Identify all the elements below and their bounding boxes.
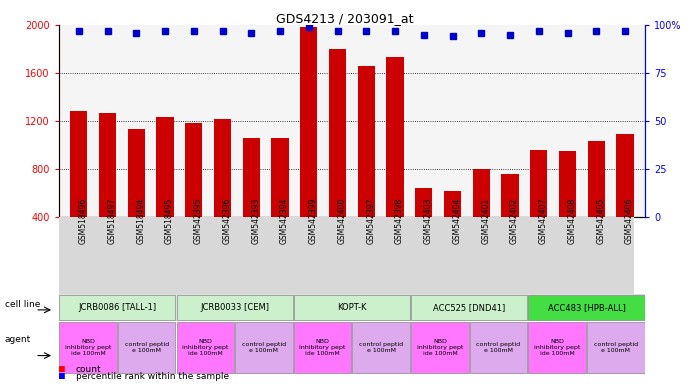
Bar — [300, 27, 317, 265]
Bar — [357, 66, 375, 265]
Bar — [616, 134, 633, 265]
Bar — [529, 322, 586, 373]
Bar — [588, 141, 605, 265]
Text: GSM518495: GSM518495 — [165, 198, 174, 244]
Text: GSM542406: GSM542406 — [625, 198, 634, 244]
Text: GSM542399: GSM542399 — [309, 198, 318, 244]
Text: GSM542405: GSM542405 — [596, 198, 605, 244]
Text: GSM518494: GSM518494 — [137, 198, 146, 244]
Bar — [70, 111, 88, 265]
Text: GSM542400: GSM542400 — [337, 198, 346, 244]
Bar — [99, 113, 116, 265]
Bar — [559, 151, 576, 265]
Text: GSM542408: GSM542408 — [568, 198, 577, 244]
Bar — [530, 150, 547, 265]
Bar — [411, 295, 527, 319]
Bar — [529, 295, 644, 319]
Text: GSM542402: GSM542402 — [510, 198, 519, 244]
Bar — [128, 129, 145, 265]
Bar — [411, 322, 469, 373]
Bar — [294, 322, 351, 373]
Bar — [59, 322, 117, 373]
Text: GSM542397: GSM542397 — [366, 198, 375, 244]
Text: NBD
inhibitory pept
ide 100mM: NBD inhibitory pept ide 100mM — [182, 339, 228, 356]
Text: control peptid
e 100mM: control peptid e 100mM — [125, 342, 168, 353]
Text: GSM542394: GSM542394 — [280, 198, 289, 244]
Text: agent: agent — [5, 335, 31, 344]
Text: count: count — [76, 365, 101, 374]
Bar — [415, 187, 433, 265]
Text: GSM542393: GSM542393 — [251, 198, 260, 244]
Bar — [587, 322, 644, 373]
Text: ■: ■ — [59, 371, 65, 381]
Bar — [214, 119, 231, 265]
Text: cell line: cell line — [5, 300, 40, 309]
Text: GSM542404: GSM542404 — [453, 198, 462, 244]
Text: GSM518496: GSM518496 — [79, 198, 88, 244]
Text: GSM542401: GSM542401 — [482, 198, 491, 244]
Bar — [386, 57, 404, 265]
Bar — [157, 118, 174, 265]
Text: NBD
inhibitory pept
ide 100mM: NBD inhibitory pept ide 100mM — [299, 339, 346, 356]
Text: KOPT-K: KOPT-K — [337, 303, 366, 312]
Bar — [294, 295, 410, 319]
Text: GSM542403: GSM542403 — [424, 198, 433, 244]
Bar — [329, 49, 346, 265]
Bar — [473, 169, 490, 265]
Text: ACC525 [DND41]: ACC525 [DND41] — [433, 303, 505, 312]
Text: JCRB0086 [TALL-1]: JCRB0086 [TALL-1] — [78, 303, 157, 312]
Bar — [243, 138, 260, 265]
Text: GSM518497: GSM518497 — [108, 198, 117, 244]
Bar — [271, 138, 288, 265]
Text: control peptid
e 100mM: control peptid e 100mM — [594, 342, 638, 353]
Text: GSM542396: GSM542396 — [223, 198, 232, 244]
Bar — [502, 174, 519, 265]
Text: GSM542395: GSM542395 — [194, 198, 203, 244]
Text: control peptid
e 100mM: control peptid e 100mM — [359, 342, 403, 353]
Bar — [59, 295, 175, 319]
Text: ACC483 [HPB-ALL]: ACC483 [HPB-ALL] — [548, 303, 625, 312]
Bar — [185, 123, 202, 265]
Text: ■: ■ — [59, 364, 65, 374]
Bar — [177, 295, 293, 319]
Text: JCRB0033 [CEM]: JCRB0033 [CEM] — [200, 303, 269, 312]
Text: control peptid
e 100mM: control peptid e 100mM — [242, 342, 286, 353]
Bar — [177, 322, 234, 373]
Text: NBD
inhibitory pept
ide 100mM: NBD inhibitory pept ide 100mM — [65, 339, 111, 356]
Bar — [470, 322, 527, 373]
Text: GDS4213 / 203091_at: GDS4213 / 203091_at — [276, 12, 414, 25]
Text: GSM542407: GSM542407 — [539, 198, 548, 244]
Bar — [444, 190, 461, 265]
Text: NBD
inhibitory pept
ide 100mM: NBD inhibitory pept ide 100mM — [417, 339, 463, 356]
Text: GSM542398: GSM542398 — [395, 198, 404, 244]
Bar — [118, 322, 175, 373]
Text: NBD
inhibitory pept
ide 100mM: NBD inhibitory pept ide 100mM — [534, 339, 580, 356]
Bar — [235, 322, 293, 373]
Text: control peptid
e 100mM: control peptid e 100mM — [477, 342, 520, 353]
Bar — [353, 322, 410, 373]
Text: percentile rank within the sample: percentile rank within the sample — [76, 372, 229, 381]
